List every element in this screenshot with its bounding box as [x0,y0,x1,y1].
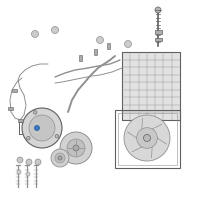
Bar [154,30,162,33]
Circle shape [32,30,38,38]
Bar [8,106,12,110]
Bar [106,43,110,49]
Circle shape [137,128,157,148]
Bar [94,49,96,55]
Bar [118,113,177,165]
Circle shape [124,115,170,161]
Bar [115,110,180,168]
Circle shape [35,126,40,130]
Circle shape [33,111,37,114]
Circle shape [26,159,32,165]
Circle shape [124,40,132,47]
Circle shape [73,145,79,151]
Circle shape [155,7,161,13]
Circle shape [96,36,104,44]
Circle shape [35,159,41,165]
Circle shape [27,136,30,140]
Bar [12,88,16,92]
Circle shape [55,134,59,138]
Circle shape [51,149,69,167]
Circle shape [52,26,58,33]
Circle shape [144,134,151,142]
Bar [78,55,82,61]
Circle shape [26,172,30,176]
Circle shape [17,170,21,174]
Circle shape [58,156,62,160]
Circle shape [17,157,23,163]
Bar [18,118,22,121]
Bar [122,52,180,120]
Circle shape [22,108,62,148]
Circle shape [29,115,55,141]
Bar [154,38,162,41]
Circle shape [67,139,85,157]
Circle shape [55,153,65,163]
Circle shape [60,132,92,164]
